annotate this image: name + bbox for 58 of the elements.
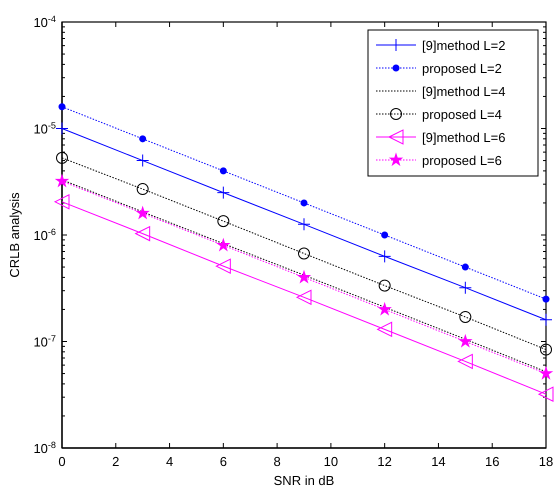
point	[378, 280, 391, 292]
point	[56, 174, 68, 187]
y-tick-label: 10$^{-5}$	[33, 120, 56, 136]
legend-label: proposed L=2	[422, 61, 502, 76]
point	[135, 226, 150, 242]
point	[540, 367, 552, 379]
point	[377, 322, 392, 337]
y-tick-label: 10$^{-7}$	[33, 334, 56, 350]
x-tick-label: 8	[273, 454, 281, 469]
point	[542, 296, 550, 303]
y-tick-label: 10$^{-6}$	[33, 227, 56, 243]
point	[538, 386, 554, 402]
point	[300, 199, 308, 206]
legend-label: [9]method L=4	[422, 84, 506, 99]
point	[458, 354, 473, 369]
point	[378, 302, 391, 315]
legend-label: [9]method L=2	[422, 38, 506, 53]
legend-label: [9]method L=6	[422, 130, 506, 145]
legend-label: proposed L=6	[422, 153, 502, 168]
x-tick-label: 14	[431, 454, 446, 469]
x-tick-label: 18	[538, 454, 554, 469]
point	[216, 186, 230, 200]
point	[459, 335, 472, 347]
point	[58, 103, 66, 110]
x-tick-label: 6	[220, 454, 227, 469]
point	[458, 281, 472, 294]
point	[298, 248, 310, 260]
point	[540, 313, 552, 326]
legend-label: proposed L=4	[422, 107, 502, 122]
point	[56, 152, 68, 164]
point	[139, 135, 146, 142]
x-axis-title: SNR in dB	[274, 473, 334, 488]
point	[136, 154, 150, 168]
point	[217, 238, 230, 251]
point	[220, 167, 227, 174]
point	[54, 194, 70, 210]
y-axis-title: CRLB analysis	[7, 192, 22, 278]
x-tick-label: 10	[324, 454, 338, 469]
point	[459, 310, 472, 323]
point	[136, 206, 149, 219]
point	[462, 264, 469, 271]
point	[216, 258, 231, 274]
x-tick-label: 16	[484, 454, 500, 469]
point	[298, 218, 310, 231]
y-tick-label: 10$^{-8}$	[33, 440, 56, 456]
point	[136, 183, 149, 196]
point	[381, 232, 388, 238]
point	[56, 122, 68, 135]
y-tick-label: 10$^{-4}$	[33, 14, 56, 30]
x-tick-label: 2	[112, 454, 120, 469]
point	[296, 290, 312, 305]
x-tick-label: 12	[377, 454, 392, 469]
point	[298, 270, 310, 283]
x-tick-label: 4	[166, 454, 174, 469]
point	[217, 215, 230, 228]
point	[540, 344, 552, 356]
point	[378, 250, 392, 263]
x-tick-label: 0	[58, 454, 66, 469]
